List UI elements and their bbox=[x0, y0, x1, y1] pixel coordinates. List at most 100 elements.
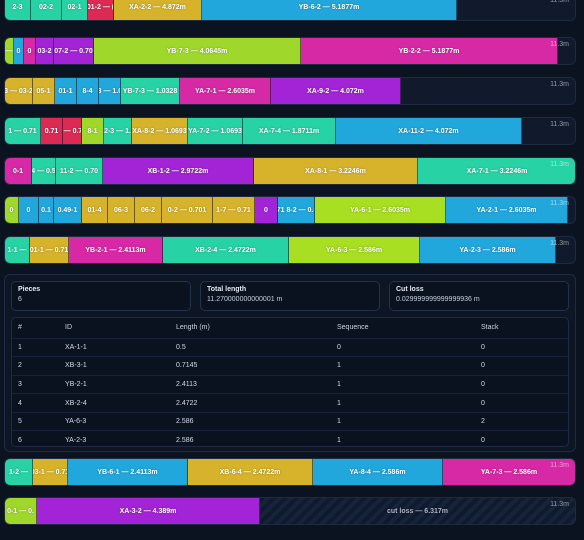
piece-segment[interactable]: 01-4 bbox=[82, 197, 108, 223]
piece-segment[interactable]: 07-2 — 0.70 bbox=[54, 38, 94, 64]
cut-loss-segment[interactable]: cut loss — 6.317m bbox=[260, 498, 575, 524]
cell-sequence: 1 bbox=[331, 430, 475, 446]
stock-bar[interactable]: 3 — 03-205-101-18-48-8-3 — 1.0328YB-7-3 … bbox=[4, 77, 576, 105]
piece-segment[interactable]: YB-7-3 — 4.0645m bbox=[94, 38, 301, 64]
stock-bar[interactable]: 0-1 4 — 0.5 11-2 — 0.70 XB-1-2 — 2.9722m XA-… bbox=[4, 157, 576, 185]
piece-segment[interactable]: 02-1 bbox=[62, 0, 88, 20]
piece-segment[interactable]: 2-3 bbox=[5, 0, 31, 20]
piece-segment[interactable]: 0 bbox=[24, 38, 36, 64]
piece-segment[interactable]: YA-6-1 — 2.6035m bbox=[315, 197, 446, 223]
piece-segment[interactable]: 06-3 bbox=[108, 197, 135, 223]
piece-segment[interactable]: 0 bbox=[255, 197, 278, 223]
cell-index: 6 bbox=[12, 430, 59, 446]
piece-segment[interactable]: XA-3-2 — 4.389m bbox=[37, 498, 260, 524]
piece-segment[interactable]: 8-8-3 — 1.0328 bbox=[99, 78, 121, 104]
piece-segment[interactable]: 8-4 bbox=[77, 78, 99, 104]
piece-segment[interactable]: 4 — 0.5 bbox=[32, 158, 56, 184]
piece-segment[interactable]: 1-7 — 0.71 bbox=[213, 197, 255, 223]
piece-segment[interactable]: YB-6-2 — 5.1877m bbox=[202, 0, 457, 20]
piece-segment[interactable]: YB-2-1 — 2.4113m bbox=[69, 237, 163, 263]
table-row[interactable]: 2 XB-3-1 0.7145 1 0 bbox=[12, 356, 568, 376]
stock-bar[interactable]: 1-2 —03-1 — 0.71 YB-6-1 — 2.4113m XB-6-4 —… bbox=[4, 458, 576, 486]
piece-segment[interactable]: 0.71 8-2 — 0.80 bbox=[278, 197, 315, 223]
piece-segment[interactable]: YA-8-4 — 2.586m bbox=[313, 459, 443, 485]
cell-length: 2.4113 bbox=[170, 374, 331, 394]
piece-segment[interactable]: 1 — 0.71 bbox=[63, 118, 82, 144]
piece-segment[interactable]: 05-1 bbox=[33, 78, 55, 104]
piece-segment[interactable]: 0.49-1 bbox=[54, 197, 82, 223]
table-row[interactable]: 1 XA-1-1 0.5 0 0 bbox=[12, 337, 568, 357]
piece-segment[interactable]: 0 bbox=[14, 38, 24, 64]
piece-segment[interactable]: 01-1 — 0.71 bbox=[30, 237, 69, 263]
table-row[interactable]: 4 XB-2-4 2.4722 1 0 bbox=[12, 393, 568, 413]
piece-segment[interactable]: XB-1-2 — 2.9722m bbox=[103, 158, 254, 184]
piece-segment[interactable]: XA-2-2 — 4.872m bbox=[114, 0, 202, 20]
piece-segment[interactable]: XA-11-2 — 4.072m bbox=[336, 118, 522, 144]
cell-id: XB-3-1 bbox=[59, 356, 170, 376]
stat-card-cut-loss: Cut loss 0.029999999999999936 m bbox=[389, 281, 569, 311]
piece-segment[interactable]: 1 — 0.71 bbox=[5, 118, 41, 144]
cell-stack: 0 bbox=[475, 430, 568, 446]
table-header-row: # ID Length (m) Sequence Stack bbox=[12, 318, 568, 338]
cell-id: YB-2-1 bbox=[59, 374, 170, 394]
piece-segment[interactable]: YB-6-1 — 2.4113m bbox=[68, 459, 188, 485]
piece-segment[interactable]: 0 — 0 bbox=[5, 38, 14, 64]
piece-segment[interactable]: 8-1 bbox=[82, 118, 104, 144]
bar-length-label: 11.3m bbox=[550, 121, 569, 128]
piece-segment[interactable]: 0 bbox=[5, 197, 19, 223]
detail-stats: Pieces 6 Total length 11.270000000000001… bbox=[11, 281, 569, 311]
piece-segment[interactable]: YA-7-1 — 2.6035m bbox=[180, 78, 271, 104]
piece-segment[interactable]: XA-9-2 — 4.072m bbox=[271, 78, 401, 104]
piece-segment[interactable]: XA-7-1 — 3.2246m bbox=[418, 158, 575, 184]
piece-segment[interactable]: 01-2 — ( bbox=[88, 0, 114, 20]
piece-segment[interactable]: 0-2 — 0.701 bbox=[162, 197, 213, 223]
stock-bar[interactable]: 1-1 —01-1 — 0.71 YB-2-1 — 2.4113m XB-2-4 —… bbox=[4, 236, 576, 264]
piece-segment[interactable]: XA-8-1 — 3.2246m bbox=[254, 158, 418, 184]
piece-segment[interactable]: 06-2 bbox=[135, 197, 162, 223]
pieces-table-body: 1 XA-1-1 0.5 0 0 2 XB-3-1 0.7145 1 0 3 YB-2-1 2.4113… bbox=[12, 337, 568, 446]
cell-id: XB-2-4 bbox=[59, 393, 170, 413]
cell-sequence: 0 bbox=[331, 337, 475, 357]
bar-detail-panel: Pieces 6 Total length 11.270000000000001… bbox=[4, 274, 576, 452]
piece-segment[interactable]: XB-6-4 — 2.4722m bbox=[188, 459, 313, 485]
piece-segment[interactable]: 1-1 — bbox=[5, 237, 30, 263]
piece-segment[interactable]: 01-1 bbox=[55, 78, 77, 104]
piece-segment[interactable]: XA-7-4 — 1.8711m bbox=[243, 118, 336, 144]
table-row[interactable]: 6 YA-2-3 2.586 1 0 bbox=[12, 430, 568, 446]
piece-segment[interactable]: XA-8-2 — 1.0693 bbox=[132, 118, 188, 144]
cell-index: 2 bbox=[12, 356, 59, 376]
cell-stack: 0 bbox=[475, 374, 568, 394]
piece-segment[interactable]: 0-1 bbox=[5, 158, 32, 184]
cell-stack: 2 bbox=[475, 411, 568, 431]
piece-segment[interactable]: YA-2-1 — 2.6035m bbox=[446, 197, 568, 223]
piece-segment[interactable]: YB-2-2 — 5.1877m bbox=[301, 38, 558, 64]
table-row[interactable]: 3 YB-2-1 2.4113 1 0 bbox=[12, 374, 568, 394]
piece-segment[interactable]: 1-2 — bbox=[5, 459, 33, 485]
table-row[interactable]: 5 YA-6-3 2.586 1 2 bbox=[12, 411, 568, 431]
piece-segment[interactable]: 03-1 — 0.71 bbox=[33, 459, 68, 485]
piece-segment[interactable]: YA-6-3 — 2.586m bbox=[289, 237, 420, 263]
piece-segment[interactable]: YA-7-3 — 2.586m bbox=[443, 459, 575, 485]
cell-length: 2.586 bbox=[170, 430, 331, 446]
stock-bar[interactable]: 2-3 02-2 02-1 01-2 — (XA-2-2 — 4.872m YB-6-2… bbox=[4, 0, 576, 21]
piece-segment[interactable]: YA-7-2 — 1.0693 bbox=[188, 118, 243, 144]
cell-length: 0.5 bbox=[170, 337, 331, 357]
piece-segment[interactable]: 0-1 — 0. bbox=[5, 498, 37, 524]
piece-segment[interactable]: 0.1 bbox=[39, 197, 54, 223]
stock-bar[interactable]: 1 — 0.710.711 — 0.718-10.71 2-3 — 1.0328… bbox=[4, 117, 576, 145]
stock-bar[interactable]: 0-1 — 0. XA-3-2 — 4.389m cut loss — 6.317m… bbox=[4, 497, 576, 525]
piece-segment[interactable]: 0.71 2-3 — 1.0328 bbox=[104, 118, 132, 144]
piece-segment[interactable]: 11-2 — 0.70 bbox=[56, 158, 103, 184]
piece-segment[interactable]: 0 bbox=[19, 197, 39, 223]
piece-segment[interactable]: XB-2-4 — 2.4722m bbox=[163, 237, 289, 263]
stock-bar[interactable]: 0 0 0.1 0.49-1 01-4 06-3 06-2 0-2 — 0.701 1-7 — … bbox=[4, 196, 576, 224]
piece-segment[interactable]: YA-2-3 — 2.586m bbox=[420, 237, 556, 263]
piece-segment[interactable]: 02-2 bbox=[31, 0, 62, 20]
stat-value: 6 bbox=[18, 296, 22, 303]
piece-segment[interactable]: 3 — 03-2 bbox=[5, 78, 33, 104]
piece-segment[interactable]: 0.71 bbox=[41, 118, 63, 144]
stat-value: 11.270000000000001 m bbox=[207, 296, 283, 303]
piece-segment[interactable]: YB-7-3 — 1.0328 bbox=[121, 78, 180, 104]
piece-segment[interactable]: 03-2 bbox=[36, 38, 54, 64]
